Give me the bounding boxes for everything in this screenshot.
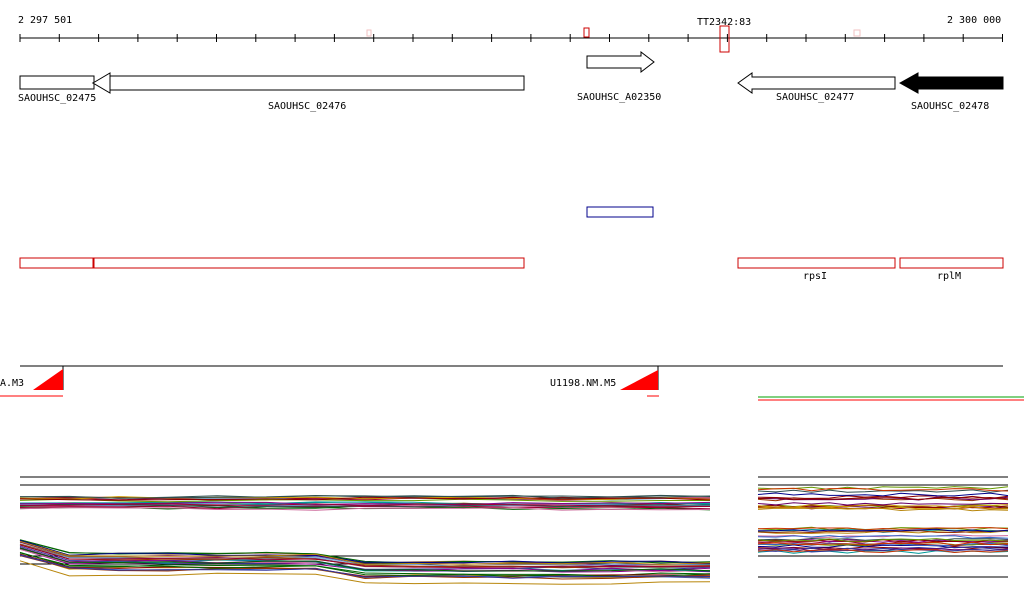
ruler-marker-highlight[interactable] <box>719 25 730 53</box>
gene-label: SAOUHSC_02477 <box>776 92 854 103</box>
annotation-box-rplm[interactable] <box>899 257 1004 269</box>
ruler-marker-faint <box>853 29 861 37</box>
annotation-box-rpsi[interactable] <box>737 257 896 269</box>
gene-saouhsc-02475[interactable]: SAOUHSC_02475 <box>18 75 96 104</box>
annotation-label: rplM <box>937 271 961 282</box>
expression-line <box>19 505 711 510</box>
expression-line <box>19 507 711 511</box>
expression-line <box>19 547 711 572</box>
expression-line <box>757 486 1009 491</box>
feature-box-blue[interactable] <box>586 206 654 218</box>
gene-track: SAOUHSC_02475 SAOUHSC_02476 SAOUHSC_A023… <box>18 50 1004 112</box>
expression-line <box>757 487 1009 492</box>
arrow-left-icon <box>737 72 896 94</box>
expression-line <box>757 549 1009 554</box>
expression-line <box>757 492 1009 497</box>
ruler-ticks <box>19 34 1003 42</box>
annotation-track: rpsI rplM <box>19 257 1004 282</box>
arrow-head <box>92 72 111 94</box>
peak-triangle-icon[interactable] <box>33 369 63 390</box>
ruler-marker-faint <box>366 29 372 37</box>
expression-line <box>19 553 711 578</box>
peak-track: A.M3 U1198.NM.M5 <box>0 365 1024 401</box>
ruler-end-label: 2 300 000 <box>947 15 1001 26</box>
expression-line <box>19 555 711 580</box>
gene-saouhsc-a02350[interactable]: SAOUHSC_A02350 <box>577 50 661 103</box>
expression-profile-lines <box>757 476 1009 578</box>
ruler-start-label: 2 297 501 <box>18 15 72 26</box>
expression-line <box>19 552 711 577</box>
gene-label: SAOUHSC_02476 <box>268 101 346 112</box>
expression-line <box>19 498 710 503</box>
gene-saouhsc-02478[interactable]: SAOUHSC_02478 <box>898 72 1004 112</box>
expression-line <box>757 527 1009 531</box>
expression-line <box>757 507 1009 512</box>
gene-label: SAOUHSC_02478 <box>911 101 989 112</box>
expression-line <box>757 535 1009 539</box>
annotation-label: rpsI <box>803 271 827 282</box>
ruler-marker-label: TT2342:83 <box>697 17 751 28</box>
expression-line <box>19 496 711 501</box>
expression-line <box>19 554 711 579</box>
peak-label: A.M3 <box>0 378 24 389</box>
coordinate-ruler: 2 297 501 2 300 000 TT2342:83 <box>18 15 1003 53</box>
annotation-box[interactable] <box>19 257 94 269</box>
arrow-right-icon <box>19 75 95 90</box>
expression-line <box>19 560 711 585</box>
expression-line <box>19 544 711 569</box>
gene-label: SAOUHSC_02475 <box>18 93 96 104</box>
expression-line <box>757 541 1009 546</box>
annotation-box[interactable] <box>93 257 525 269</box>
arrow-left-icon <box>898 72 1004 94</box>
expression-line <box>19 539 711 564</box>
expression-line <box>19 545 711 571</box>
expression-profile-lines <box>19 476 711 585</box>
arrow-left-icon <box>91 75 525 91</box>
arrow-right-icon <box>586 50 655 74</box>
gene-label: SAOUHSC_A02350 <box>577 92 661 103</box>
expression-line <box>757 528 1009 533</box>
expression-line <box>757 548 1009 553</box>
expression-line <box>757 496 1009 501</box>
expression-panel-right <box>757 476 1009 578</box>
gene-saouhsc-02477[interactable]: SAOUHSC_02477 <box>737 72 896 103</box>
expression-line <box>19 496 711 500</box>
peak-label: U1198.NM.M5 <box>550 378 616 389</box>
expression-line <box>19 501 711 506</box>
gene-saouhsc-02476[interactable]: SAOUHSC_02476 <box>91 72 525 112</box>
expression-panel-left <box>19 476 711 585</box>
peak-triangle-icon[interactable] <box>620 370 658 390</box>
expression-line <box>757 502 1009 506</box>
expression-line <box>20 503 711 508</box>
expression-line <box>19 544 711 569</box>
expression-line <box>757 529 1009 534</box>
ruler-marker-small[interactable] <box>583 27 590 38</box>
expression-line <box>19 540 711 565</box>
expression-line <box>757 545 1009 550</box>
expression-line <box>757 538 1009 542</box>
